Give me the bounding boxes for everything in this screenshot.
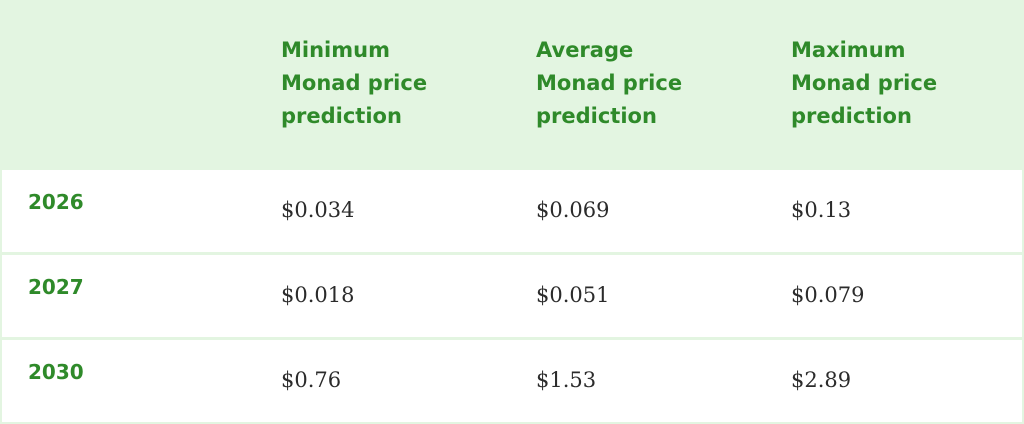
price-cell: $1.53	[536, 368, 597, 392]
price-cell: $0.76	[281, 368, 342, 392]
table-row: 2026 $0.034 $0.069 $0.13	[2, 167, 1022, 251]
price-cell: $2.89	[791, 368, 852, 392]
price-cell: $0.079	[791, 283, 865, 307]
year-cell: 2027	[28, 275, 84, 299]
price-cell: $0.069	[536, 198, 610, 222]
header-row: Minimum Monad price prediction Average M…	[2, 2, 1022, 167]
price-cell: $0.018	[281, 283, 355, 307]
price-cell: $0.13	[791, 198, 852, 222]
column-header: Minimum Monad price prediction	[281, 38, 428, 128]
column-header: Average Monad price prediction	[536, 38, 683, 128]
column-header: Maximum Monad price prediction	[791, 38, 938, 128]
year-cell: 2026	[28, 190, 84, 214]
table-row: 2027 $0.018 $0.051 $0.079	[2, 252, 1022, 336]
table-row: 2030 $0.76 $1.53 $2.89	[2, 337, 1022, 421]
price-cell: $0.034	[281, 198, 355, 222]
year-cell: 2030	[28, 360, 84, 384]
price-cell: $0.051	[536, 283, 610, 307]
